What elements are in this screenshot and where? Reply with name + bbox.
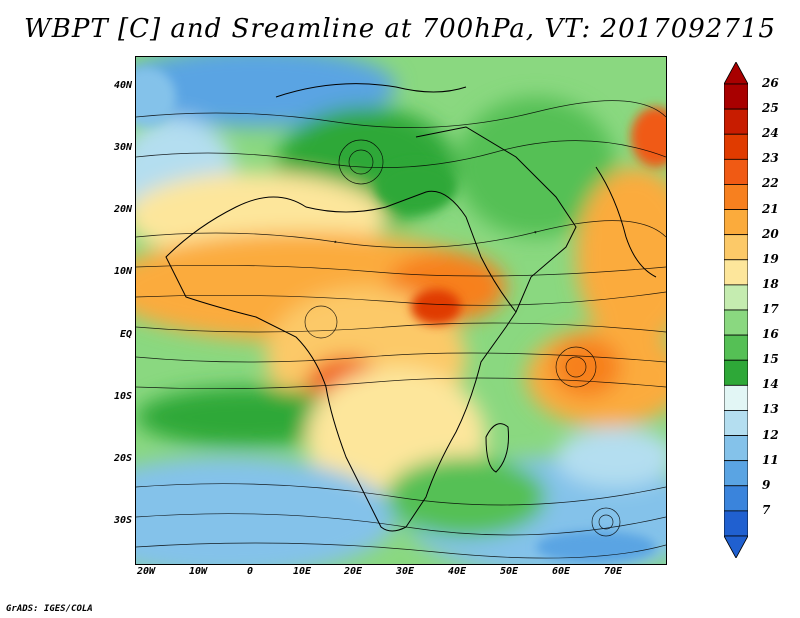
lon-label-20e: 20E [343, 566, 363, 577]
colorbar-segment [724, 359, 748, 386]
colorbar-segment [724, 234, 748, 261]
colorbar-segment [724, 259, 748, 286]
temperature-field [136, 57, 666, 564]
lon-label-10w: 10W [188, 566, 208, 577]
colorbar-segment [724, 435, 748, 462]
colorbar-label: 14 [762, 377, 779, 392]
colorbar-label: 13 [762, 402, 779, 417]
colorbar-segment [724, 384, 748, 411]
lon-label-0: 0 [246, 566, 254, 577]
colorbar-segment [724, 184, 748, 210]
colorbar-segment [724, 460, 748, 487]
streamlines [136, 100, 666, 559]
lon-label-50e: 50E [499, 566, 519, 577]
lon-label-70e: 70E [603, 566, 623, 577]
colorbar [724, 62, 748, 558]
lat-label-30s: 30S [113, 515, 132, 526]
colorbar-segment [724, 108, 748, 135]
colorbar-segment [724, 83, 748, 110]
lat-label-20s: 20S [113, 453, 132, 464]
colorbar-segment [724, 485, 748, 512]
colorbar-label: 9 [762, 477, 771, 492]
map-field-svg [136, 57, 666, 564]
credit-text: GrADS: IGES/COLA [6, 604, 93, 614]
colorbar-label: 17 [762, 302, 779, 316]
lon-label-10e: 10E [292, 566, 312, 577]
colorbar-label: 18 [762, 276, 779, 291]
colorbar-label: 11 [762, 452, 779, 467]
lon-label-20w: 20W [136, 566, 156, 577]
lon-label-30e: 30E [395, 566, 415, 577]
colorbar-label: 20 [762, 226, 779, 241]
colorbar-label: 25 [762, 101, 779, 116]
lat-label-30n: 30N [113, 142, 132, 153]
colorbar-segment [724, 410, 748, 436]
colorbar-label: 7 [762, 502, 771, 517]
lat-label-eq: EQ [119, 329, 132, 340]
colorbar-label: 19 [762, 251, 779, 266]
map-title: WBPT [C] and Sreamline at 700hPa, VT: 20… [24, 14, 776, 44]
colorbar-segment [724, 209, 748, 236]
lat-label-10s: 10S [113, 391, 132, 402]
colorbar-label: 24 [762, 126, 779, 141]
colorbar-segment [724, 133, 748, 160]
lat-label-20n: 20N [113, 204, 132, 215]
colorbar-top-arrow [724, 62, 748, 85]
colorbar-label: 23 [762, 151, 779, 166]
colorbar-segment [724, 309, 748, 336]
colorbar-label: 16 [762, 327, 779, 342]
map-plot-area [135, 56, 667, 565]
colorbar-segment [724, 284, 748, 311]
colorbar-segment [724, 334, 748, 361]
colorbar-label: 15 [762, 352, 779, 367]
colorbar-segment [724, 510, 748, 537]
colorbar-label: 12 [762, 427, 779, 442]
lon-label-40e: 40E [447, 566, 467, 577]
colorbar-label: 22 [762, 176, 779, 191]
lat-label-40n: 40N [113, 80, 132, 91]
colorbar-segment [724, 158, 748, 185]
colorbar-bottom-arrow [724, 535, 748, 558]
lat-label-10n: 10N [113, 266, 132, 277]
colorbar-label: 26 [762, 76, 779, 90]
lon-label-60e: 60E [551, 566, 571, 577]
colorbar-label: 21 [762, 201, 779, 216]
